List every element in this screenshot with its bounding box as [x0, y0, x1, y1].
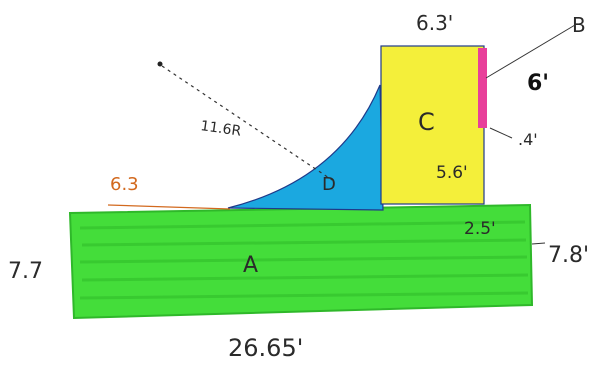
b-depth-dimension: .4': [489, 127, 538, 149]
region-b: B: [478, 13, 586, 128]
right-side-leader: [531, 242, 546, 245]
region-c-label: C: [418, 108, 435, 136]
radius-center-dot: [157, 61, 163, 67]
d-run-label: 6.3: [110, 174, 139, 195]
region-c: C: [380, 45, 485, 205]
region-d-label: D: [322, 174, 336, 195]
d-run-dimension: 6.3: [107, 174, 231, 210]
d-run-line: [107, 204, 231, 210]
right-side-label: 7.8': [548, 243, 589, 268]
region-a-label: A: [243, 253, 258, 278]
b-depth-leader: [489, 127, 513, 139]
radius-label: 11.6R: [199, 118, 242, 140]
region-b-shape: [478, 48, 487, 128]
b-width-dimension: 6': [527, 71, 549, 96]
region-d: D: [227, 84, 384, 211]
top-c-dimension: 6.3': [416, 11, 453, 35]
region-b-leader: [485, 24, 576, 79]
region-d-shape: [227, 84, 384, 211]
radius-leader: [161, 65, 333, 181]
c-height-dimension: 5.6': [436, 163, 468, 183]
radius-indicator: 11.6R: [157, 61, 333, 181]
right-side-dimension: 7.8': [531, 242, 589, 268]
step-dimension: 2.5': [464, 219, 496, 239]
b-depth-label: .4': [518, 130, 538, 149]
region-b-label: B: [572, 13, 586, 37]
bottom-dimension: 26.65': [228, 334, 303, 362]
left-side-dimension: 7.7: [8, 259, 43, 284]
region-a: A: [68, 203, 534, 320]
